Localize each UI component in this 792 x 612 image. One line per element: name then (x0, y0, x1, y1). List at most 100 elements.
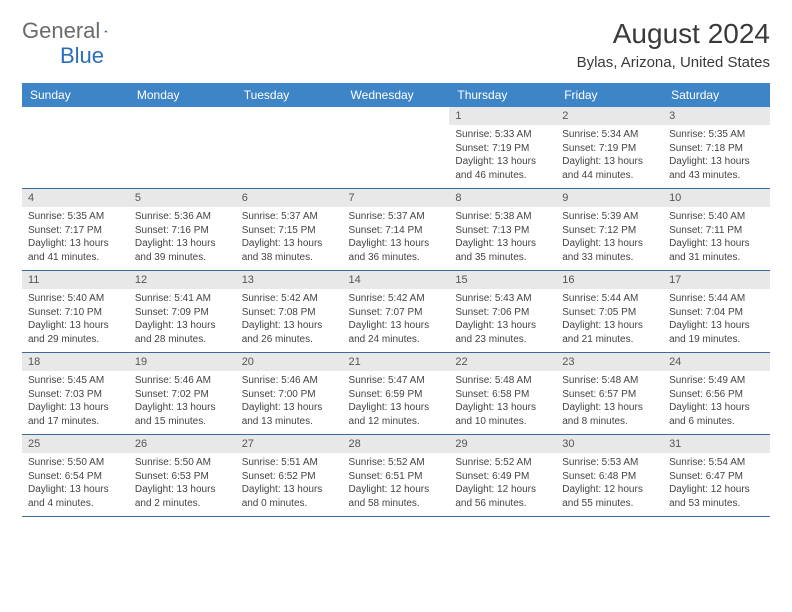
day-body: Sunrise: 5:38 AMSunset: 7:13 PMDaylight:… (449, 207, 556, 270)
day-cell: 27Sunrise: 5:51 AMSunset: 6:52 PMDayligh… (236, 435, 343, 517)
day-cell: 24Sunrise: 5:49 AMSunset: 6:56 PMDayligh… (663, 353, 770, 435)
day-number: 24 (663, 353, 770, 371)
day-body: Sunrise: 5:52 AMSunset: 6:49 PMDaylight:… (449, 453, 556, 516)
day-body: Sunrise: 5:48 AMSunset: 6:58 PMDaylight:… (449, 371, 556, 434)
sunset-text: Sunset: 7:08 PM (242, 306, 337, 320)
sunset-text: Sunset: 6:58 PM (455, 388, 550, 402)
sunset-text: Sunset: 7:13 PM (455, 224, 550, 238)
day-cell: 22Sunrise: 5:48 AMSunset: 6:58 PMDayligh… (449, 353, 556, 435)
weekday-tuesday: Tuesday (236, 83, 343, 107)
week-row: 25Sunrise: 5:50 AMSunset: 6:54 PMDayligh… (22, 435, 770, 517)
sunrise-text: Sunrise: 5:42 AM (242, 292, 337, 306)
sunset-text: Sunset: 7:14 PM (349, 224, 444, 238)
sunset-text: Sunset: 7:03 PM (28, 388, 123, 402)
daylight-text: Daylight: 13 hours and 13 minutes. (242, 401, 337, 428)
day-cell: 23Sunrise: 5:48 AMSunset: 6:57 PMDayligh… (556, 353, 663, 435)
day-number: 13 (236, 271, 343, 289)
day-cell: 3Sunrise: 5:35 AMSunset: 7:18 PMDaylight… (663, 107, 770, 189)
sunset-text: Sunset: 7:07 PM (349, 306, 444, 320)
day-body: Sunrise: 5:46 AMSunset: 7:00 PMDaylight:… (236, 371, 343, 434)
sunset-text: Sunset: 6:57 PM (562, 388, 657, 402)
day-cell: 4Sunrise: 5:35 AMSunset: 7:17 PMDaylight… (22, 189, 129, 271)
day-number: 1 (449, 107, 556, 125)
day-cell: 8Sunrise: 5:38 AMSunset: 7:13 PMDaylight… (449, 189, 556, 271)
day-body: Sunrise: 5:46 AMSunset: 7:02 PMDaylight:… (129, 371, 236, 434)
sunset-text: Sunset: 7:02 PM (135, 388, 230, 402)
day-cell: 11Sunrise: 5:40 AMSunset: 7:10 PMDayligh… (22, 271, 129, 353)
weekday-thursday: Thursday (449, 83, 556, 107)
logo-word2: Blue (60, 43, 104, 69)
day-cell (343, 107, 450, 189)
daylight-text: Daylight: 13 hours and 19 minutes. (669, 319, 764, 346)
sunrise-text: Sunrise: 5:51 AM (242, 456, 337, 470)
sunset-text: Sunset: 7:06 PM (455, 306, 550, 320)
day-body: Sunrise: 5:50 AMSunset: 6:54 PMDaylight:… (22, 453, 129, 516)
sunrise-text: Sunrise: 5:41 AM (135, 292, 230, 306)
day-cell: 5Sunrise: 5:36 AMSunset: 7:16 PMDaylight… (129, 189, 236, 271)
sunrise-text: Sunrise: 5:46 AM (135, 374, 230, 388)
logo-word1: General (22, 18, 100, 44)
day-cell: 20Sunrise: 5:46 AMSunset: 7:00 PMDayligh… (236, 353, 343, 435)
sunset-text: Sunset: 7:16 PM (135, 224, 230, 238)
day-cell: 6Sunrise: 5:37 AMSunset: 7:15 PMDaylight… (236, 189, 343, 271)
sunrise-text: Sunrise: 5:38 AM (455, 210, 550, 224)
daylight-text: Daylight: 13 hours and 41 minutes. (28, 237, 123, 264)
daylight-text: Daylight: 13 hours and 43 minutes. (669, 155, 764, 182)
sunrise-text: Sunrise: 5:48 AM (562, 374, 657, 388)
day-body: Sunrise: 5:43 AMSunset: 7:06 PMDaylight:… (449, 289, 556, 352)
day-body: Sunrise: 5:35 AMSunset: 7:18 PMDaylight:… (663, 125, 770, 188)
weekday-wednesday: Wednesday (343, 83, 450, 107)
sunset-text: Sunset: 6:52 PM (242, 470, 337, 484)
sunset-text: Sunset: 7:18 PM (669, 142, 764, 156)
sunset-text: Sunset: 7:11 PM (669, 224, 764, 238)
day-body: Sunrise: 5:54 AMSunset: 6:47 PMDaylight:… (663, 453, 770, 516)
daylight-text: Daylight: 12 hours and 58 minutes. (349, 483, 444, 510)
sunrise-text: Sunrise: 5:39 AM (562, 210, 657, 224)
day-number: 30 (556, 435, 663, 453)
day-cell (236, 107, 343, 189)
day-number: 22 (449, 353, 556, 371)
sunrise-text: Sunrise: 5:53 AM (562, 456, 657, 470)
sunrise-text: Sunrise: 5:50 AM (28, 456, 123, 470)
daylight-text: Daylight: 13 hours and 33 minutes. (562, 237, 657, 264)
daylight-text: Daylight: 13 hours and 17 minutes. (28, 401, 123, 428)
day-number: 21 (343, 353, 450, 371)
day-body: Sunrise: 5:36 AMSunset: 7:16 PMDaylight:… (129, 207, 236, 270)
sunset-text: Sunset: 6:48 PM (562, 470, 657, 484)
day-number: 10 (663, 189, 770, 207)
day-number: 25 (22, 435, 129, 453)
day-cell: 10Sunrise: 5:40 AMSunset: 7:11 PMDayligh… (663, 189, 770, 271)
day-cell: 15Sunrise: 5:43 AMSunset: 7:06 PMDayligh… (449, 271, 556, 353)
daylight-text: Daylight: 13 hours and 12 minutes. (349, 401, 444, 428)
day-body: Sunrise: 5:44 AMSunset: 7:04 PMDaylight:… (663, 289, 770, 352)
day-body: Sunrise: 5:49 AMSunset: 6:56 PMDaylight:… (663, 371, 770, 434)
daylight-text: Daylight: 13 hours and 28 minutes. (135, 319, 230, 346)
day-number: 3 (663, 107, 770, 125)
sunset-text: Sunset: 7:04 PM (669, 306, 764, 320)
day-cell: 25Sunrise: 5:50 AMSunset: 6:54 PMDayligh… (22, 435, 129, 517)
sunset-text: Sunset: 7:15 PM (242, 224, 337, 238)
day-body: Sunrise: 5:50 AMSunset: 6:53 PMDaylight:… (129, 453, 236, 516)
week-row: 18Sunrise: 5:45 AMSunset: 7:03 PMDayligh… (22, 353, 770, 435)
logo: General (22, 18, 128, 44)
calendar-table: SundayMondayTuesdayWednesdayThursdayFrid… (22, 83, 770, 517)
day-body: Sunrise: 5:45 AMSunset: 7:03 PMDaylight:… (22, 371, 129, 434)
daylight-text: Daylight: 12 hours and 55 minutes. (562, 483, 657, 510)
weekday-saturday: Saturday (663, 83, 770, 107)
week-row: 4Sunrise: 5:35 AMSunset: 7:17 PMDaylight… (22, 189, 770, 271)
day-number: 16 (556, 271, 663, 289)
day-number: 27 (236, 435, 343, 453)
sunrise-text: Sunrise: 5:40 AM (28, 292, 123, 306)
day-body: Sunrise: 5:35 AMSunset: 7:17 PMDaylight:… (22, 207, 129, 270)
day-body: Sunrise: 5:44 AMSunset: 7:05 PMDaylight:… (556, 289, 663, 352)
sunrise-text: Sunrise: 5:49 AM (669, 374, 764, 388)
sunrise-text: Sunrise: 5:44 AM (562, 292, 657, 306)
day-body: Sunrise: 5:48 AMSunset: 6:57 PMDaylight:… (556, 371, 663, 434)
sunset-text: Sunset: 6:59 PM (349, 388, 444, 402)
day-number: 8 (449, 189, 556, 207)
day-cell: 18Sunrise: 5:45 AMSunset: 7:03 PMDayligh… (22, 353, 129, 435)
sunrise-text: Sunrise: 5:45 AM (28, 374, 123, 388)
day-cell: 28Sunrise: 5:52 AMSunset: 6:51 PMDayligh… (343, 435, 450, 517)
day-cell: 2Sunrise: 5:34 AMSunset: 7:19 PMDaylight… (556, 107, 663, 189)
sunrise-text: Sunrise: 5:36 AM (135, 210, 230, 224)
